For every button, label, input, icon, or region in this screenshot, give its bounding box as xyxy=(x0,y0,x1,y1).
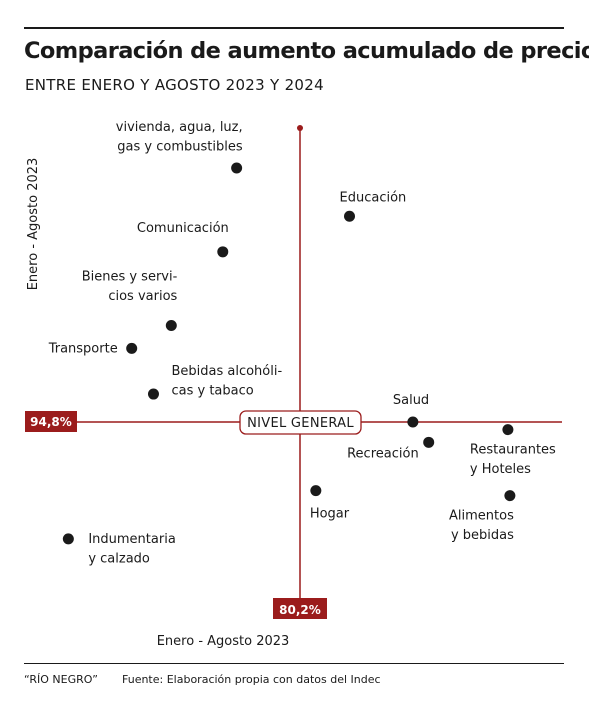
reference-box xyxy=(239,410,362,435)
data-point xyxy=(217,246,229,258)
data-point-label: Comunicación xyxy=(137,221,229,236)
reference-label: NIVEL GENERAL xyxy=(247,416,354,431)
bottom-rule xyxy=(24,663,564,664)
data-point-label: Educación xyxy=(340,190,407,205)
chart-subtitle: ENTRE ENERO Y AGOSTO 2023 Y 2024 xyxy=(25,76,324,94)
data-point-label: Restaurantes xyxy=(470,443,556,458)
data-point-label: y bebidas xyxy=(451,528,514,543)
data-point xyxy=(147,388,159,400)
y-axis-label: Enero - Agosto 2023 xyxy=(26,158,41,291)
y-reference-value: 94,8% xyxy=(30,415,72,429)
chart-title: Comparación de aumento acumulado de prec… xyxy=(24,38,589,64)
data-point-label: Salud xyxy=(393,393,429,408)
y-reference-tag xyxy=(25,411,77,432)
data-point xyxy=(502,424,514,436)
data-point xyxy=(310,485,322,497)
data-point-label: y calzado xyxy=(88,551,150,566)
data-point xyxy=(504,490,516,502)
data-point xyxy=(423,436,435,448)
top-rule xyxy=(24,27,564,29)
data-point xyxy=(62,533,74,545)
data-point-label: cas y tabaco xyxy=(171,384,253,399)
footer-source: Fuente: Elaboración propia con datos del… xyxy=(122,673,381,686)
data-point-label: Indumentaria xyxy=(88,532,175,547)
data-point-label: Hogar xyxy=(310,507,350,522)
data-point-label: Recreación xyxy=(347,446,419,461)
x-reference-tag xyxy=(273,598,327,619)
data-point-label: gas y combustibles xyxy=(117,140,243,155)
data-point-label: Bebidas alcohóli- xyxy=(171,364,282,379)
data-point xyxy=(126,342,138,354)
data-point xyxy=(407,416,419,428)
x-reference-value: 80,2% xyxy=(279,603,321,617)
data-point xyxy=(165,319,177,331)
data-point-label: Bienes y servi- xyxy=(82,269,178,284)
data-point xyxy=(231,162,243,174)
y-axis-top-marker xyxy=(297,125,303,131)
data-point-label: vivienda, agua, luz, xyxy=(116,120,243,135)
x-axis-label: Enero - Agosto 2023 xyxy=(157,634,290,649)
data-point-label: Transporte xyxy=(48,341,118,356)
footer-brand: “RÍO NEGRO” xyxy=(24,673,98,686)
data-point-label: cios varios xyxy=(108,289,177,304)
data-point xyxy=(344,210,355,222)
data-point-label: y Hoteles xyxy=(470,462,531,477)
data-point-label: Alimentos xyxy=(449,509,514,524)
